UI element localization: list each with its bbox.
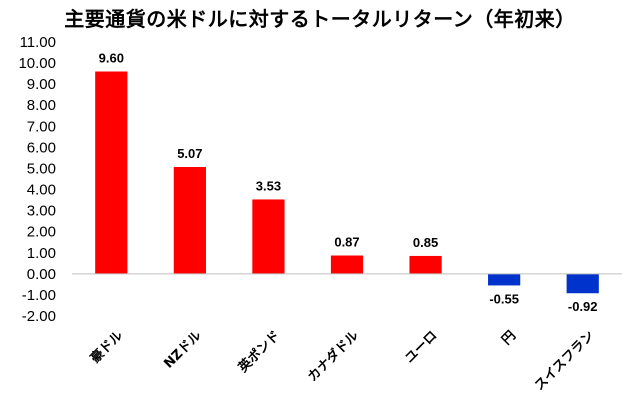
y-tick-label: 7.00 [27, 118, 56, 135]
data-labels: 9.60 5.07 3.53 0.87 0.85 -0.55 -0.92 [99, 51, 598, 315]
y-tick-label: 5.00 [27, 160, 56, 177]
y-tick-label: -1.00 [22, 287, 56, 304]
data-label: -0.55 [489, 291, 519, 306]
y-tick-label: 2.00 [27, 224, 56, 241]
y-tick-label: 9.00 [27, 76, 56, 93]
data-label: 5.07 [177, 146, 202, 161]
y-tick-label: 1.00 [27, 245, 56, 262]
y-tick-label: 4.00 [27, 182, 56, 199]
chart-title: 主要通貨の米ドルに対するトータルリターン（年初来） [64, 7, 576, 31]
x-category-label: ユーロ [402, 328, 440, 366]
y-tick-label: 3.00 [27, 203, 56, 220]
bar [330, 255, 364, 274]
x-category-label: スイスフラン [532, 328, 597, 393]
bar [409, 255, 442, 274]
bar [95, 71, 128, 274]
bar [488, 273, 521, 286]
x-category-label: 豪ドル [87, 328, 126, 367]
bar [566, 273, 599, 294]
x-category-label: 英ポンド [234, 328, 283, 377]
data-label: 0.87 [334, 235, 359, 250]
data-label: 0.85 [413, 235, 438, 250]
bar [173, 166, 206, 274]
data-label: 9.60 [99, 51, 124, 66]
bars [95, 71, 599, 294]
y-tick-label: 0.00 [27, 266, 56, 283]
y-tick-label: 6.00 [27, 139, 56, 156]
y-axis-ticks: 11.00 10.00 9.00 8.00 7.00 6.00 5.00 4.00 3.00 2.… [18, 34, 56, 325]
x-category-label: カナダドル [305, 328, 362, 385]
x-category-label: 円 [499, 328, 519, 348]
y-tick-label: -2.00 [22, 308, 56, 325]
x-category-label: NZドル [161, 328, 204, 371]
y-tick-label: 8.00 [27, 97, 56, 114]
y-tick-label: 11.00 [20, 34, 56, 51]
data-label: 3.53 [256, 178, 281, 193]
bar [252, 199, 285, 274]
y-tick-label: 10.00 [18, 55, 56, 72]
x-axis-labels: 豪ドル NZドル 英ポンド カナダドル ユーロ 円スイスフラン [87, 328, 597, 394]
data-label: -0.92 [568, 299, 598, 314]
